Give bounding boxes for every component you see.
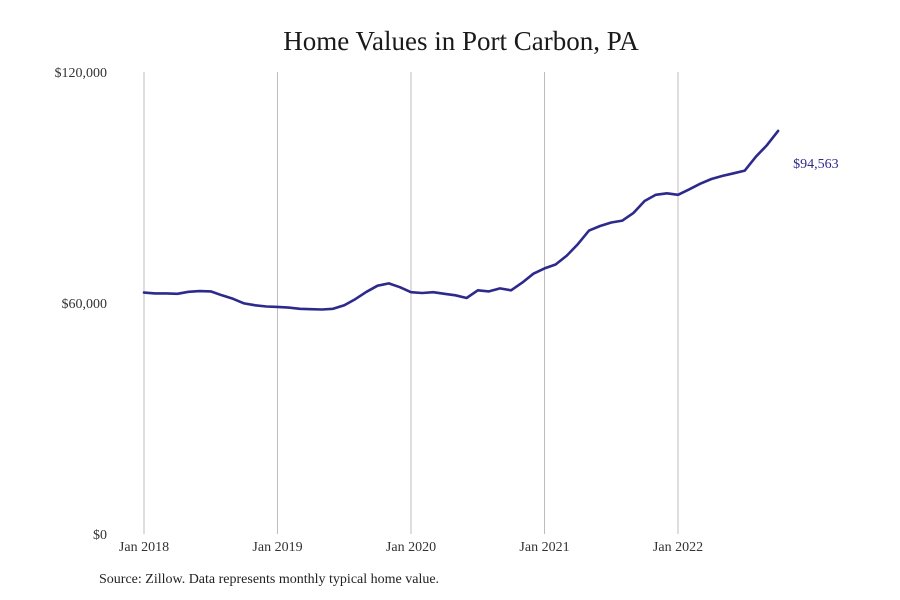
x-tick-label: Jan 2021 <box>519 540 569 555</box>
series-line <box>142 129 780 311</box>
y-tick-label: $60,000 <box>62 297 108 312</box>
source-note: Source: Zillow. Data represents monthly … <box>99 572 440 587</box>
x-tick-label: Jan 2018 <box>119 540 169 555</box>
y-tick-label: $120,000 <box>55 66 108 81</box>
x-tick-label: Jan 2019 <box>252 540 302 555</box>
y-axis-ticks: $0 $60,000 $120,000 <box>55 66 108 543</box>
y-tick-label: $0 <box>93 528 107 543</box>
series-layer: $94,563 <box>142 129 839 311</box>
x-tick-label: Jan 2022 <box>653 540 703 555</box>
x-tick-label: Jan 2020 <box>386 540 436 555</box>
x-axis-ticks: Jan 2018 Jan 2019 Jan 2020 Jan 2021 Jan 2022 <box>119 540 703 555</box>
grid-lines <box>143 72 679 534</box>
end-value-label: $94,563 <box>793 157 839 172</box>
chart-title: Home Values in Port Carbon, PA <box>283 26 639 56</box>
